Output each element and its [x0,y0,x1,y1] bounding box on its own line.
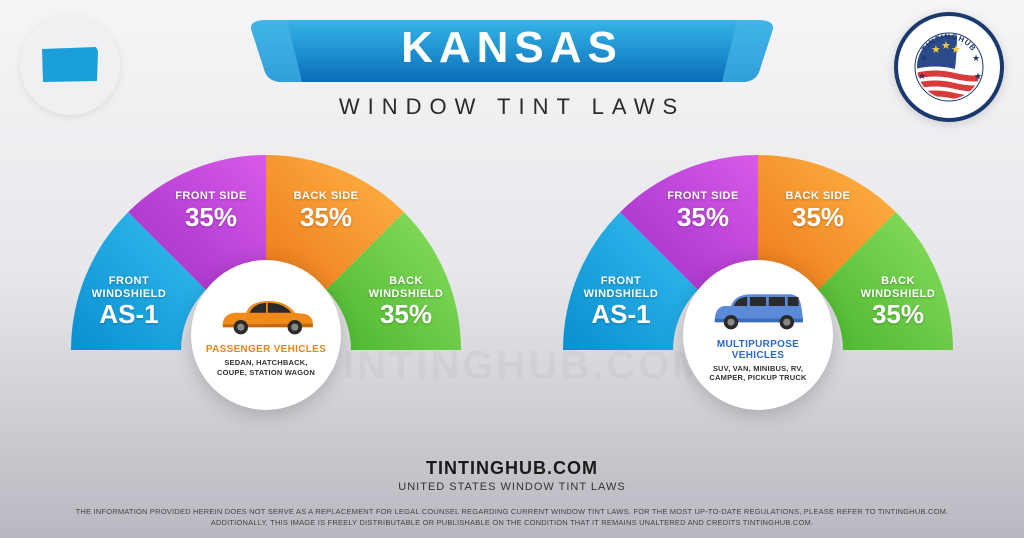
page-title: KANSAS [247,12,777,84]
title-block: KANSAS WINDOW TINT LAWS [247,12,777,120]
vehicle-badge: MULTIPURPOSE VEHICLES SUV, VAN, MINIBUS, … [683,260,833,410]
vehicle-desc: SUV, VAN, MINIBUS, RV,CAMPER, PICKUP TRU… [709,364,806,383]
segment-label-2: BACK SIDE35% [773,190,863,233]
svg-text:★: ★ [920,53,928,63]
vehicle-type: MULTIPURPOSE VEHICLES [695,339,821,361]
brand-logo: ★ ★ ★ TINTINGHUB ★ ★ ★ ★ [894,12,1004,122]
footer-site: TINTINGHUB.COM [0,458,1024,479]
vehicle-type: PASSENGER VEHICLES [206,344,326,355]
title-banner: KANSAS [247,12,777,84]
segment-label-0: FRONTWINDSHIELDAS-1 [84,275,174,330]
segment-label-0: FRONTWINDSHIELDAS-1 [576,275,666,330]
gauges-row: FRONTWINDSHIELDAS-1 FRONT SIDE35% BACK SID… [0,150,1024,440]
state-badge [20,15,120,115]
segment-label-1: FRONT SIDE35% [658,190,748,233]
svg-text:★: ★ [972,53,980,63]
vehicle-badge: PASSENGER VEHICLES SEDAN, HATCHBACK,COUPE… [191,260,341,410]
segment-label-2: BACK SIDE35% [281,190,371,233]
svg-text:★: ★ [951,44,961,56]
page-subtitle: WINDOW TINT LAWS [247,94,777,120]
footer-disclaimer: THE INFORMATION PROVIDED HEREIN DOES NOT… [0,507,1024,528]
segment-label-3: BACKWINDSHIELD35% [361,275,451,330]
gauge-passenger: FRONTWINDSHIELDAS-1 FRONT SIDE35% BACK SID… [36,150,496,440]
svg-text:★: ★ [974,71,982,81]
svg-text:★: ★ [918,71,926,81]
header: KANSAS WINDOW TINT LAWS ★ ★ ★ TINTINGHUB… [0,0,1024,145]
vehicle-desc: SEDAN, HATCHBACK,COUPE, STATION WAGON [217,358,315,377]
segment-label-1: FRONT SIDE35% [166,190,256,233]
footer-tagline: UNITED STATES WINDOW TINT LAWS [0,481,1024,493]
flag-logo-icon: ★ ★ ★ TINTINGHUB ★ ★ ★ ★ [905,23,993,111]
segment-label-3: BACKWINDSHIELD35% [853,275,943,330]
gauge-multipurpose: FRONTWINDSHIELDAS-1 FRONT SIDE35% BACK SID… [528,150,988,440]
kansas-shape-icon [40,45,100,85]
footer: TINTINGHUB.COM UNITED STATES WINDOW TINT… [0,458,1024,528]
